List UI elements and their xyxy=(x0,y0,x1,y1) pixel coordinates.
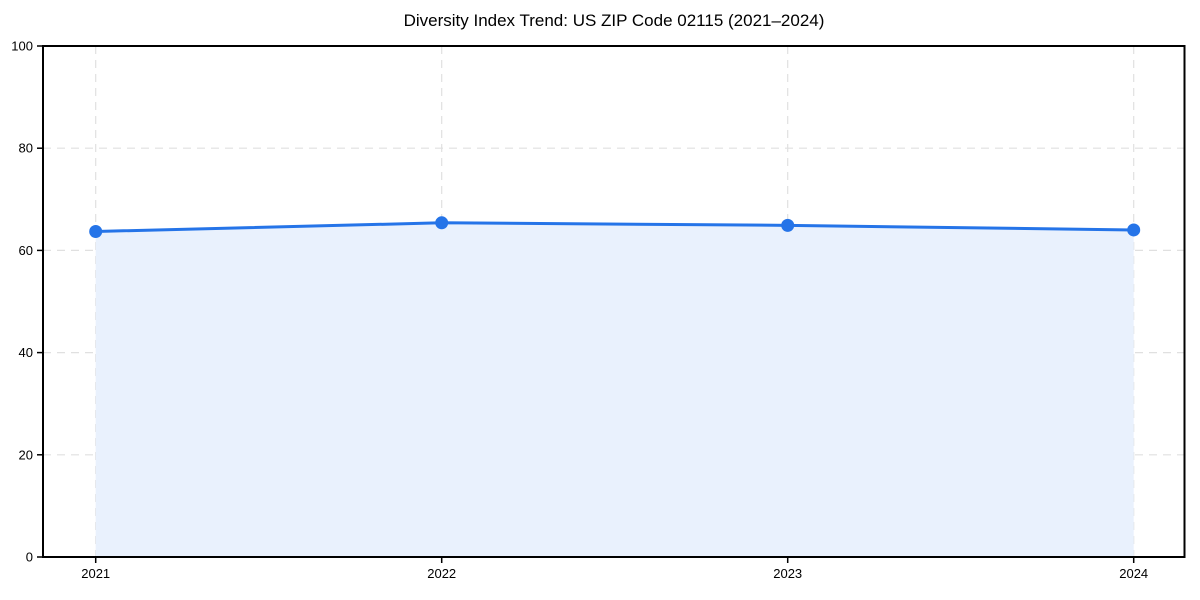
plot-frame xyxy=(42,45,1186,558)
y-axis-tick-label: 40 xyxy=(19,345,33,360)
y-axis-tick-label: 80 xyxy=(19,141,33,156)
x-axis-tick-label: 2023 xyxy=(773,566,802,581)
chart-title: Diversity Index Trend: US ZIP Code 02115… xyxy=(403,11,825,30)
data-point-2022 xyxy=(435,216,449,230)
x-axis-tick-label: 2024 xyxy=(1119,566,1148,581)
trend-line xyxy=(94,221,1136,233)
data-point-2024 xyxy=(1127,223,1141,237)
y-axis-tick-label: 60 xyxy=(19,243,33,258)
area-fill xyxy=(95,222,1134,557)
y-axis-tick-label: 100 xyxy=(11,39,33,54)
y-axis-tick-label: 20 xyxy=(19,447,33,462)
y-axis-tick-label: 0 xyxy=(26,550,33,565)
data-point-2021 xyxy=(89,224,103,238)
x-axis-tick-label: 2022 xyxy=(427,566,456,581)
x-axis-tick-label: 2021 xyxy=(81,566,110,581)
data-point-2023 xyxy=(781,218,795,232)
